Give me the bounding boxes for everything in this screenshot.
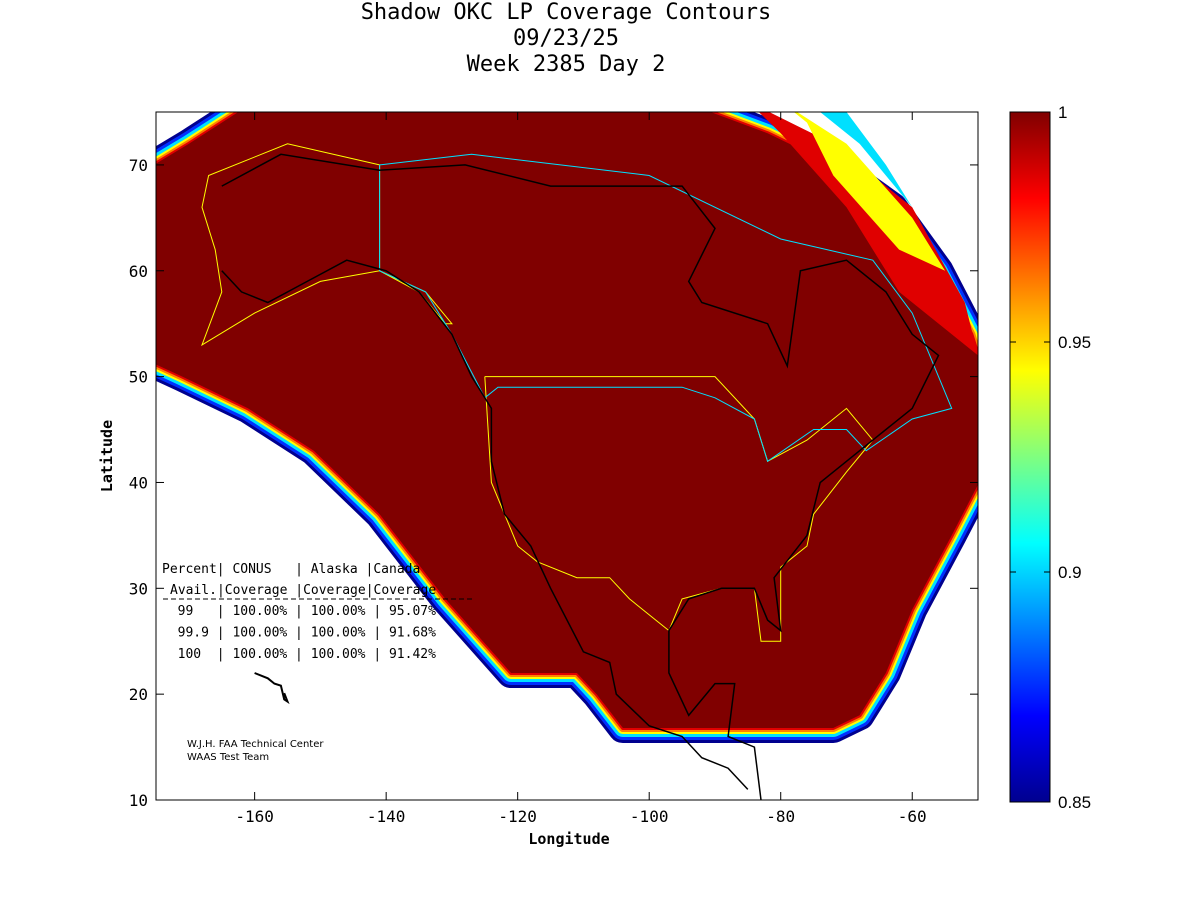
colorbar-tick-label-3: 1 xyxy=(1058,103,1067,122)
canada-boundary xyxy=(379,153,953,463)
coastline-west xyxy=(221,259,749,790)
conus-boundary xyxy=(484,376,874,642)
axis-ticks: -160 -140 -120 -100 -80 -60 10 20 30 40 50 60 70 xyxy=(129,112,978,826)
alaska-boundary xyxy=(201,143,453,347)
y-tick-label-6: 70 xyxy=(129,156,148,175)
credit-line-1: W.J.H. FAA Technical Center xyxy=(187,739,324,750)
x-tick-label-5: -60 xyxy=(898,807,927,826)
x-tick-label-3: -100 xyxy=(630,807,669,826)
map-layer xyxy=(156,112,978,800)
colorbar xyxy=(1009,111,1051,803)
x-axis-label: Longitude xyxy=(528,830,609,848)
plot-frame xyxy=(155,111,979,801)
x-tick-label-2: -120 xyxy=(498,807,537,826)
table-header-2: Avail.|Coverage |Coverage|Coverage xyxy=(170,583,436,598)
table-row: 99 | 100.00% | 100.00% | 95.07% xyxy=(162,604,436,619)
table-row: 100 | 100.00% | 100.00% | 91.42% xyxy=(162,647,436,662)
x-tick-label-4: -80 xyxy=(766,807,795,826)
y-axis-label: Latitude xyxy=(98,420,116,492)
chart-title-week: Week 2385 Day 2 xyxy=(466,52,666,77)
y-tick-label-3: 40 xyxy=(129,473,148,492)
table-row: 99.9 | 100.00% | 100.00% | 91.68% xyxy=(162,626,436,641)
colorbar-ticks: 0.85 0.9 0.95 1 xyxy=(1010,103,1091,812)
y-tick-label-5: 60 xyxy=(129,262,148,281)
colorbar-tick-label-1: 0.9 xyxy=(1058,563,1082,582)
coastline-east xyxy=(221,153,940,800)
degraded-zone-ne xyxy=(758,112,978,356)
credit-line-2: WAAS Test Team xyxy=(187,752,269,763)
table-header-1: Percent| CONUS | Alaska |Canada xyxy=(162,562,420,577)
hawaii-islands xyxy=(254,672,290,705)
y-tick-label-2: 30 xyxy=(129,579,148,598)
x-tick-label-0: -160 xyxy=(235,807,274,826)
y-tick-label-0: 10 xyxy=(129,791,148,810)
y-tick-label-4: 50 xyxy=(129,368,148,387)
degraded-zone-ne-yellow xyxy=(793,112,946,271)
chart-title-date: 09/23/25 xyxy=(513,26,619,51)
coverage-table: Percent| CONUS | Alaska |Canada Avail.|C… xyxy=(162,562,475,662)
y-tick-label-1: 20 xyxy=(129,685,148,704)
chart-title-line-1: Shadow OKC LP Coverage Contours xyxy=(360,0,772,25)
x-tick-label-1: -140 xyxy=(367,807,406,826)
colorbar-tick-label-2: 0.95 xyxy=(1058,333,1091,352)
colorbar-tick-label-0: 0.85 xyxy=(1058,793,1091,812)
full-coverage-region xyxy=(156,112,978,728)
